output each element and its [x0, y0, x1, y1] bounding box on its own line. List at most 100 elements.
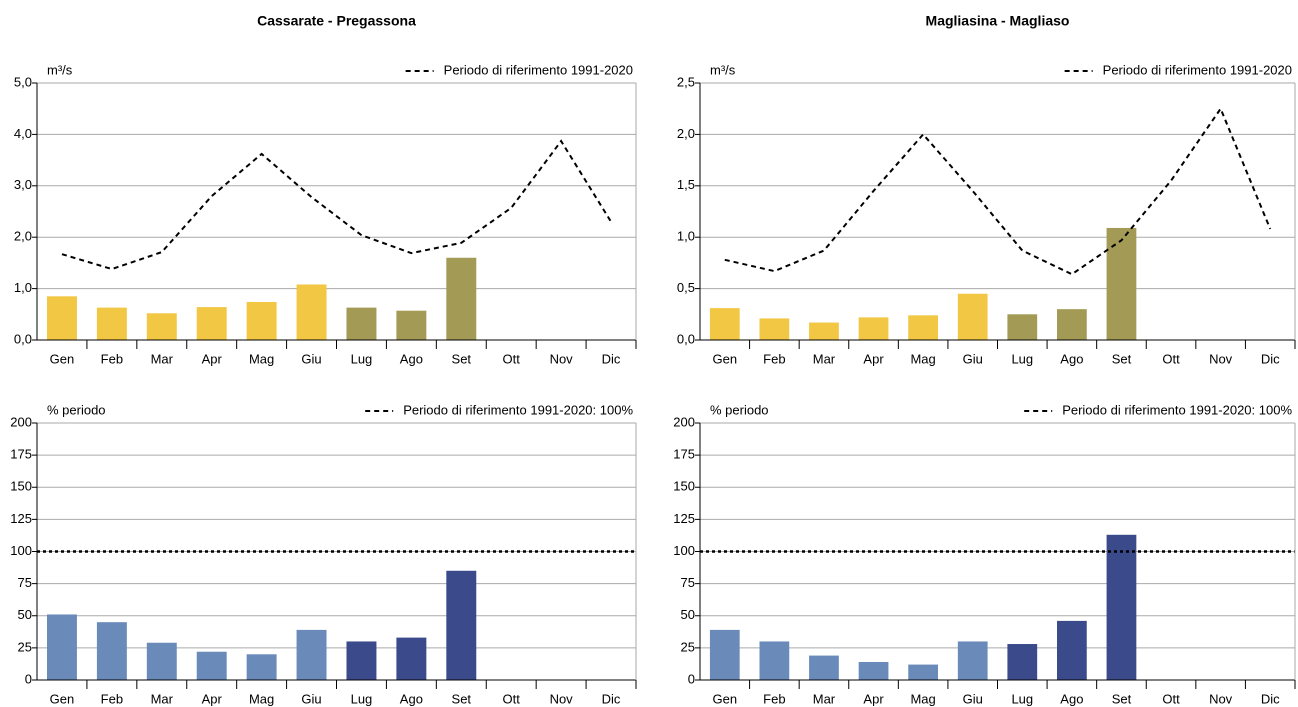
bar — [396, 637, 427, 680]
bar — [1106, 534, 1137, 680]
y-tick-label: 150 — [10, 479, 32, 494]
x-tick-label: Ott — [1162, 691, 1180, 706]
unit-label: m³/s — [710, 62, 736, 77]
x-tick-label: Gen — [713, 691, 738, 706]
bar — [196, 307, 227, 340]
x-tick-label: Nov — [550, 691, 574, 706]
x-tick-label: Nov — [550, 351, 574, 366]
bar — [1057, 620, 1087, 680]
bar — [709, 308, 740, 340]
y-tick-label: 50 — [18, 607, 32, 622]
chart-title: Magliasina - Magliaso — [926, 13, 1070, 29]
x-tick-label: Set — [1112, 691, 1132, 706]
y-tick-label: 75 — [18, 575, 32, 590]
x-tick-label: Apr — [863, 351, 884, 366]
bar — [46, 614, 77, 680]
bar — [759, 318, 790, 340]
x-tick-label: Gen — [50, 691, 75, 706]
bar — [1106, 227, 1137, 340]
x-tick-label: Gen — [50, 351, 75, 366]
x-tick-label: Lug — [351, 351, 373, 366]
bar — [246, 301, 277, 340]
y-tick-label: 150 — [673, 479, 695, 494]
y-tick-label: 2,0 — [677, 126, 695, 141]
y-tick-label: 3,0 — [14, 177, 32, 192]
x-tick-label: Apr — [202, 691, 223, 706]
y-tick-label: 25 — [18, 639, 32, 654]
y-tick-label: 25 — [681, 639, 695, 654]
y-tick-label: 1,0 — [14, 280, 32, 295]
x-tick-label: Giu — [963, 691, 983, 706]
x-tick-label: Dic — [602, 351, 621, 366]
bar — [858, 662, 889, 680]
x-tick-label: Set — [452, 691, 472, 706]
x-tick-label: Dic — [1261, 351, 1280, 366]
bar — [246, 654, 277, 680]
y-tick-label: 0,0 — [677, 331, 695, 346]
bar — [1007, 314, 1038, 340]
x-tick-label: Lug — [351, 691, 373, 706]
y-tick-label: 0 — [688, 671, 695, 686]
bar — [346, 641, 377, 680]
y-tick-label: 200 — [673, 414, 695, 429]
legend-label: Periodo di riferimento 1991-2020: 100% — [1062, 402, 1292, 417]
x-tick-label: Mag — [249, 351, 274, 366]
chart-title: Cassarate - Pregassona — [257, 13, 416, 29]
y-tick-label: 100 — [10, 543, 32, 558]
x-tick-label: Gen — [713, 351, 738, 366]
x-tick-label: Feb — [101, 691, 123, 706]
x-tick-label: Lug — [1011, 351, 1033, 366]
bar — [196, 651, 227, 680]
bar — [858, 317, 889, 340]
y-tick-label: 125 — [673, 511, 695, 526]
y-tick-label: 1,5 — [677, 177, 695, 192]
x-tick-label: Nov — [1209, 351, 1233, 366]
bar — [146, 313, 177, 340]
legend-label: Periodo di riferimento 1991-2020 — [1103, 62, 1292, 77]
x-tick-label: Feb — [101, 351, 123, 366]
y-tick-label: 0,5 — [677, 280, 695, 295]
x-tick-label: Giu — [301, 351, 321, 366]
legend-label: Periodo di riferimento 1991-2020 — [444, 62, 633, 77]
unit-label: % periodo — [47, 402, 106, 417]
x-tick-label: Mag — [910, 351, 935, 366]
y-tick-label: 75 — [681, 575, 695, 590]
bar — [957, 293, 988, 340]
x-tick-label: Mar — [813, 351, 836, 366]
y-tick-label: 1,0 — [677, 229, 695, 244]
bar — [146, 642, 177, 680]
bar — [46, 296, 77, 340]
x-tick-label: Mag — [910, 691, 935, 706]
x-tick-label: Feb — [763, 691, 785, 706]
y-tick-label: 2,0 — [14, 229, 32, 244]
bar — [908, 315, 938, 340]
x-tick-label: Mar — [151, 691, 174, 706]
x-tick-label: Ago — [1060, 351, 1083, 366]
x-tick-label: Ago — [400, 691, 423, 706]
bar — [96, 307, 127, 340]
x-tick-label: Dic — [1261, 691, 1280, 706]
x-tick-label: Ott — [503, 351, 521, 366]
y-tick-label: 100 — [673, 543, 695, 558]
bar — [296, 629, 327, 680]
x-tick-label: Mag — [249, 691, 274, 706]
x-tick-label: Set — [1112, 351, 1132, 366]
y-tick-label: 175 — [673, 447, 695, 462]
y-tick-label: 4,0 — [14, 126, 32, 141]
x-tick-label: Ott — [503, 691, 521, 706]
x-tick-label: Apr — [863, 691, 884, 706]
bar — [1057, 309, 1087, 340]
y-tick-label: 125 — [10, 511, 32, 526]
x-tick-label: Dic — [602, 691, 621, 706]
x-tick-label: Mar — [813, 691, 836, 706]
unit-label: m³/s — [47, 62, 73, 77]
bar — [96, 622, 127, 680]
x-tick-label: Ago — [1060, 691, 1083, 706]
bar — [296, 284, 327, 340]
reference-line — [724, 106, 1272, 276]
y-tick-label: 175 — [10, 447, 32, 462]
x-tick-label: Feb — [763, 351, 785, 366]
x-tick-label: Ago — [400, 351, 423, 366]
